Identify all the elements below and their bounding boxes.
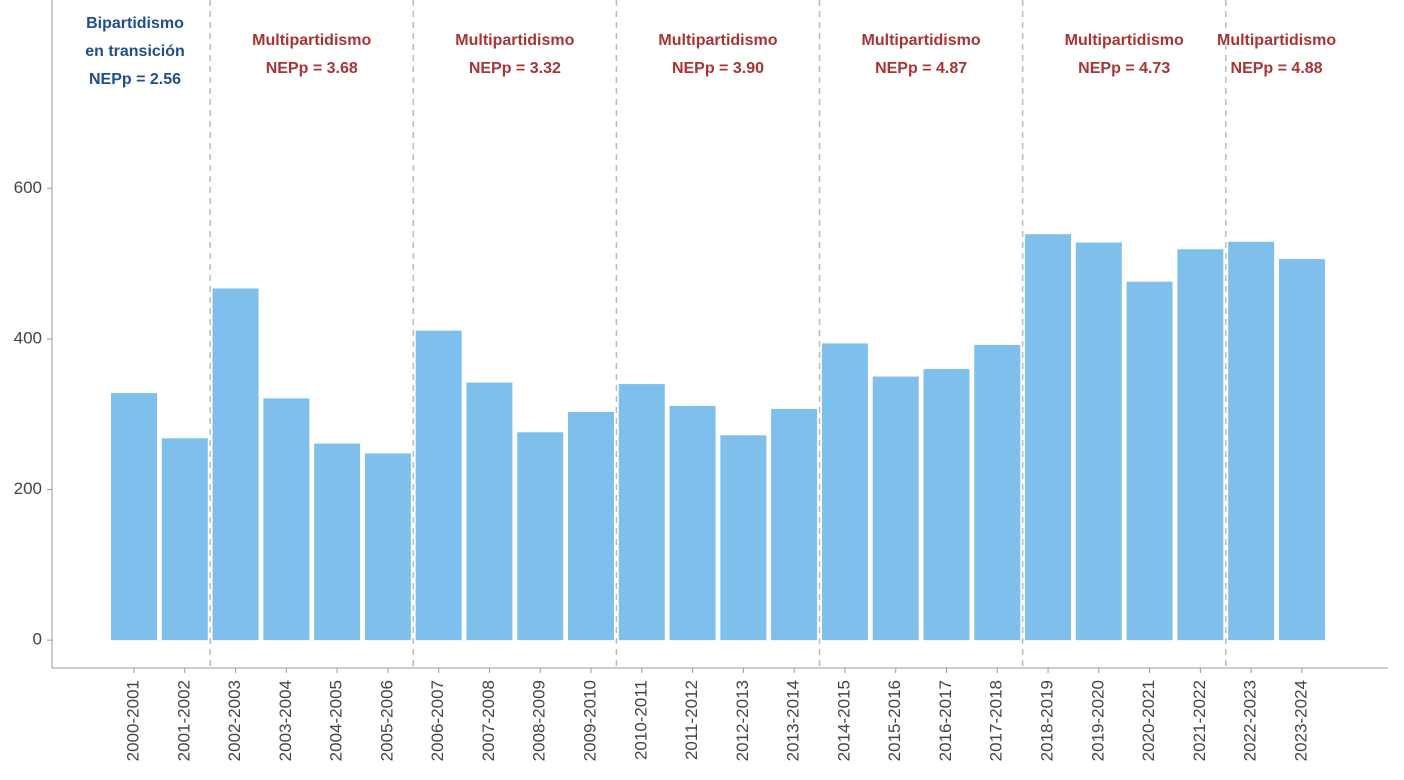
bar (314, 443, 361, 641)
y-tick-label: 200 (14, 479, 42, 498)
x-tick-label: 2005-2006 (377, 680, 396, 761)
period-annotation: NEPp = 4.73 (1078, 60, 1170, 77)
x-tick-label: 2012-2013 (733, 680, 752, 761)
bar (111, 393, 157, 641)
period-annotation: Multipartidismo (658, 32, 777, 49)
period-annotation: Multipartidismo (252, 32, 371, 49)
period-annotation: NEPp = 4.88 (1231, 60, 1323, 77)
x-tick-label: 2023-2024 (1291, 680, 1310, 761)
x-tick-label: 2008-2009 (530, 680, 549, 761)
bar (415, 330, 462, 641)
x-tick-label: 2020-2021 (1139, 680, 1158, 761)
period-annotation: NEPp = 4.87 (875, 60, 967, 77)
x-tick-label: 2002-2003 (225, 680, 244, 761)
bar (1278, 259, 1325, 641)
bar (720, 435, 767, 641)
plot-area: Bipartidismo en transición NEPp = 2.56 Mult… (85, 0, 1336, 668)
y-tick-label: 600 (14, 178, 42, 197)
x-tick-label: 2017-2018 (987, 680, 1006, 761)
period-annotation: Bipartidismo (86, 15, 184, 32)
x-tick-label: 2010-2011 (631, 680, 650, 760)
bar (872, 376, 919, 641)
period-annotation: Multipartidismo (455, 32, 574, 49)
bar (618, 384, 665, 641)
x-tick-label: 2019-2020 (1088, 680, 1107, 761)
bar (1228, 241, 1275, 641)
bar (1075, 242, 1122, 641)
x-tick-label: 2009-2010 (581, 680, 600, 761)
period-annotation: Multipartidismo (1217, 32, 1336, 49)
x-tick-label: 2013-2014 (784, 680, 803, 761)
x-tick-label: 2011-2012 (682, 680, 701, 760)
bar (974, 344, 1021, 641)
period-annotation: NEPp = 3.32 (469, 60, 561, 77)
x-tick-label: 2000-2001 (123, 680, 142, 761)
period-annotation: Multipartidismo (862, 32, 981, 49)
bar (161, 438, 208, 641)
bar (1025, 234, 1072, 641)
x-tick-label: 2004-2005 (327, 680, 346, 761)
bar (821, 343, 868, 641)
bar (364, 453, 411, 641)
bar (771, 408, 818, 641)
x-tick-label: 2006-2007 (428, 680, 447, 761)
bar (1126, 281, 1173, 641)
period-annotation: NEPp = 3.90 (672, 60, 764, 77)
period-annotation: NEPp = 2.56 (89, 71, 181, 88)
period-annotation: Multipartidismo (1065, 32, 1184, 49)
x-tick-label: 2014-2015 (834, 680, 853, 761)
x-tick-label: 2018-2019 (1038, 680, 1057, 761)
bar (568, 411, 615, 641)
bar (517, 432, 564, 641)
y-tick-label: 400 (14, 328, 42, 347)
period-annotation: en transición (85, 43, 185, 60)
bar (1177, 249, 1224, 641)
bar (669, 405, 716, 641)
x-tick-label: 2021-2022 (1190, 680, 1209, 761)
x-tick-label: 2015-2016 (885, 680, 904, 761)
x-tick-label: 2003-2004 (276, 680, 295, 761)
x-tick-label: 2016-2017 (936, 680, 955, 761)
x-tick-label: 2007-2008 (479, 680, 498, 761)
bar (263, 398, 310, 641)
bar (923, 369, 970, 641)
bar (466, 382, 513, 641)
x-tick-label: 2001-2002 (174, 680, 193, 761)
x-tick-label: 2022-2023 (1241, 680, 1260, 761)
bar (212, 288, 259, 641)
period-annotation: NEPp = 3.68 (266, 60, 358, 77)
y-tick-label: 0 (33, 630, 42, 649)
